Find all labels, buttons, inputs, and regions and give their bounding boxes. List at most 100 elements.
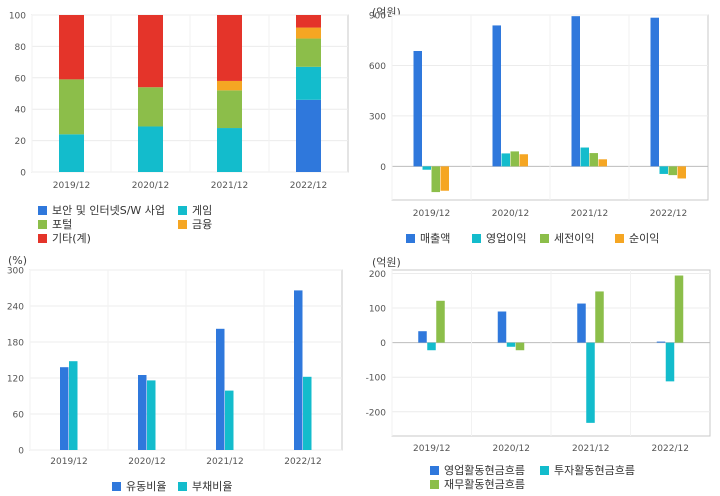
bar <box>677 166 686 179</box>
legend-swatch <box>38 205 47 215</box>
plot-area: 0 300 600 900 2019/12 2020/12 2021/12 2022/12 <box>369 12 709 219</box>
plot-area: 0 60 120 180 240 300 2019/12 2020/12 2021/12 2022… <box>7 267 343 467</box>
y-tick-label: 80 <box>15 43 27 53</box>
bar <box>497 311 507 343</box>
bar-segment <box>217 15 242 81</box>
y-tick-label: 180 <box>7 339 24 349</box>
bar <box>138 375 147 450</box>
bar <box>595 291 604 343</box>
bar-segment <box>296 27 321 39</box>
bar <box>668 166 677 176</box>
legend-label: 유동비율 <box>126 480 167 493</box>
x-tick-label: 2022/12 <box>284 457 321 467</box>
y-tick-label: -100 <box>366 374 387 384</box>
legend-label: 투자활동현금흐름 <box>554 464 635 477</box>
bar <box>436 300 445 343</box>
legend-swatch <box>112 481 121 491</box>
legend-swatch <box>406 233 415 243</box>
bar <box>586 342 595 423</box>
bar <box>431 166 440 193</box>
y-tick-label: 0 <box>380 163 386 173</box>
legend-swatch <box>430 465 439 475</box>
legend-label: 금융 <box>192 218 213 231</box>
legend-label: 보안 및 인터넷S/W 사업 <box>52 204 166 217</box>
x-tick-label: 2022/12 <box>652 444 689 454</box>
legend-item: 보안 및 인터넷S/W 사업 <box>38 202 165 218</box>
x-tick-label: 2019/12 <box>413 209 450 219</box>
x-tick-label: 2021/12 <box>571 209 608 219</box>
bar <box>60 367 69 450</box>
x-tick-label: 2019/12 <box>53 181 90 191</box>
bar-segment <box>296 99 321 172</box>
legend-item: 게임 <box>178 202 212 218</box>
x-tick-label: 2021/12 <box>572 444 609 454</box>
unit-label: (억원) <box>372 256 401 269</box>
bar-segment <box>138 126 163 172</box>
y-tick-label: 100 <box>369 305 386 315</box>
legend-item: 영업이익 <box>472 230 526 246</box>
y-tick-label: 200 <box>369 270 386 280</box>
unit-label: (%) <box>8 254 28 267</box>
x-tick-label: 2022/12 <box>650 209 687 219</box>
y-tick-label: 100 <box>9 12 26 22</box>
x-tick-label: 2019/12 <box>50 457 87 467</box>
x-tick-label: 2020/12 <box>132 181 169 191</box>
y-tick-label: 0 <box>380 339 386 349</box>
bar-segment <box>217 128 242 172</box>
legend-label: 포털 <box>52 218 73 231</box>
legend-label: 재무활동현금흐름 <box>444 478 525 491</box>
bar <box>659 166 668 174</box>
bar <box>665 342 675 382</box>
bar <box>216 328 225 450</box>
bar <box>294 290 303 450</box>
bar <box>225 390 234 450</box>
legend-item: 부채비율 <box>178 478 232 494</box>
legend-label: 게임 <box>192 204 213 217</box>
bar-segment <box>296 66 321 100</box>
chart-panel-income: (억원) 0 300 600 900 2019/12 2020/12 2021/12 2022… <box>360 0 720 248</box>
bar <box>413 50 422 167</box>
bar-segment <box>296 15 321 28</box>
x-tick-label: 2020/12 <box>492 209 529 219</box>
bar-segment <box>59 134 84 172</box>
legend: 매출액 영업이익 세전이익 순이익 <box>360 0 720 248</box>
bar <box>418 331 427 343</box>
bar <box>510 151 519 167</box>
bar <box>674 275 684 343</box>
bar <box>580 147 589 167</box>
bar <box>577 303 586 343</box>
legend-swatch <box>178 219 187 229</box>
legend-item: 재무활동현금흐름 <box>430 476 525 492</box>
legend-label: 기타(계) <box>52 232 91 245</box>
bar <box>492 25 501 167</box>
y-tick-label: 20 <box>15 137 27 147</box>
bar-segment <box>59 15 84 80</box>
bar-segment <box>138 87 163 127</box>
legend-label: 영업활동현금흐름 <box>444 464 525 477</box>
legend-item: 금융 <box>178 216 212 232</box>
bar-segment <box>138 15 163 88</box>
bar <box>650 17 659 167</box>
bar <box>303 376 312 450</box>
y-tick-label: 40 <box>15 106 27 116</box>
y-tick-label: 0 <box>20 169 26 179</box>
bar <box>69 361 78 450</box>
plot-area: -200 -100 0 100 200 2019/12 2020/12 2021/12 2022… <box>366 269 711 454</box>
legend-item: 영업활동현금흐름 <box>430 462 525 478</box>
legend-label: 영업이익 <box>486 232 527 245</box>
x-tick-label: 2022/12 <box>290 181 327 191</box>
chart-panel-cashflow: (억원) -200 -100 0 100 200 2019/12 2020/12 2021/1… <box>360 248 720 496</box>
legend-label: 부채비율 <box>192 480 233 493</box>
legend-label: 매출액 <box>420 232 451 245</box>
legend-label: 세전이익 <box>554 232 595 245</box>
legend-item: 유동비율 <box>112 478 166 494</box>
legend-swatch <box>430 479 439 489</box>
bar <box>440 166 449 191</box>
chart-panel-ratios: (%) 0 60 120 180 240 300 2019/12 2020/12 2021/12… <box>0 248 360 496</box>
bar <box>515 342 525 351</box>
y-tick-label: 240 <box>7 303 24 313</box>
bar-segment <box>296 38 321 67</box>
y-tick-label: 0 <box>18 447 24 457</box>
